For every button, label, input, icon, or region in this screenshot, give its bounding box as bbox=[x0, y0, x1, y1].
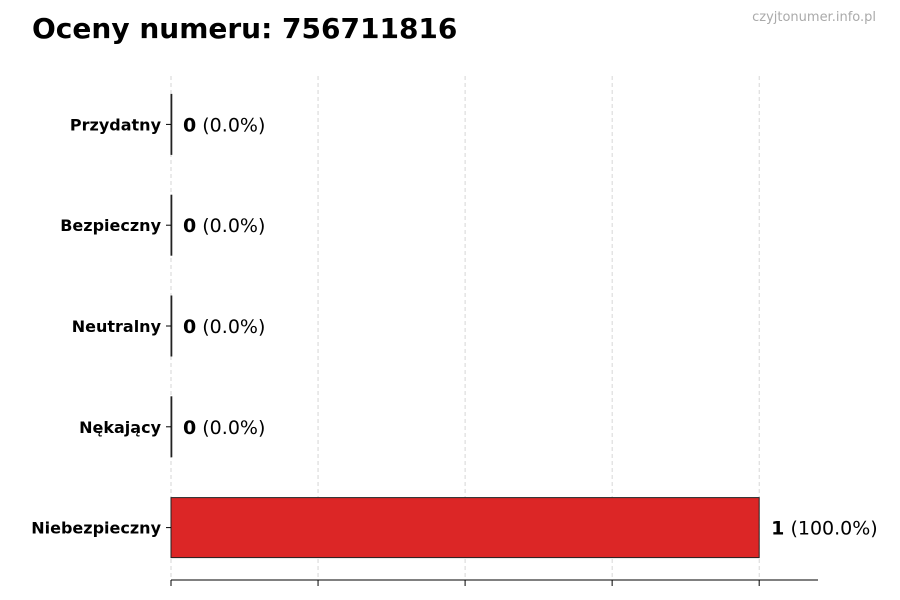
data-label: 0 (0.0%) bbox=[183, 215, 265, 237]
bar bbox=[170, 194, 173, 256]
data-label-pct: (0.0%) bbox=[196, 316, 265, 338]
bar bbox=[170, 295, 173, 357]
data-label-count: 1 bbox=[771, 518, 784, 540]
data-label: 0 (0.0%) bbox=[183, 316, 265, 338]
data-label: 1 (100.0%) bbox=[771, 518, 878, 540]
bar bbox=[170, 396, 173, 458]
data-label-pct: (0.0%) bbox=[196, 417, 265, 439]
data-label-count: 0 bbox=[183, 114, 196, 136]
data-label-pct: (0.0%) bbox=[196, 114, 265, 136]
y-tick-label: Niebezpieczny bbox=[31, 519, 161, 538]
y-tick-label: Neutralny bbox=[72, 317, 162, 336]
y-tick-label: Bezpieczny bbox=[60, 216, 161, 235]
data-label-pct: (0.0%) bbox=[196, 215, 265, 237]
bar bbox=[170, 93, 173, 155]
data-label-count: 0 bbox=[183, 215, 196, 237]
y-tick-label: Nękający bbox=[79, 418, 161, 437]
data-label: 0 (0.0%) bbox=[183, 417, 265, 439]
data-label-count: 0 bbox=[183, 316, 196, 338]
watermark: czyjtonumer.info.pl bbox=[752, 10, 876, 25]
y-tick-label: Przydatny bbox=[70, 115, 162, 134]
data-label: 0 (0.0%) bbox=[183, 114, 265, 136]
data-label-count: 0 bbox=[183, 417, 196, 439]
chart-title: Oceny numeru: 756711816 bbox=[32, 12, 458, 45]
data-label-pct: (100.0%) bbox=[784, 518, 877, 540]
bar bbox=[170, 497, 760, 559]
